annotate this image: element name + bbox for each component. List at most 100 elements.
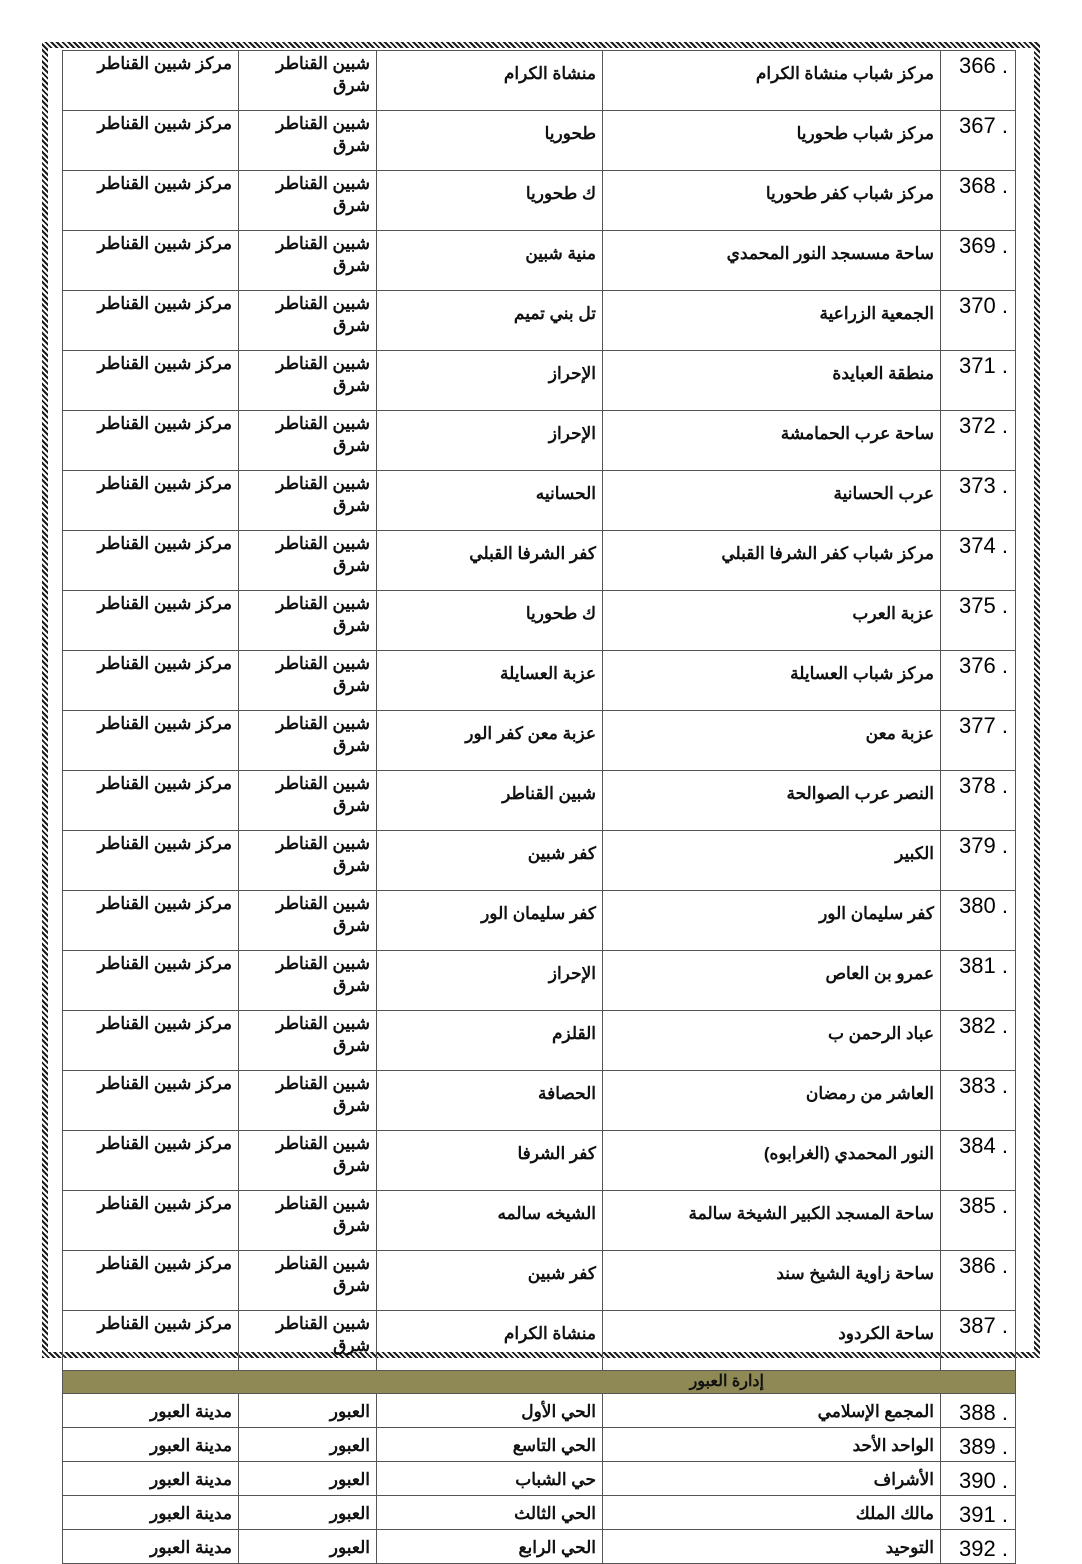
cell-admin-unit: العبور xyxy=(238,1495,377,1530)
cell-village: طحوريا xyxy=(376,110,603,171)
cell-village: الحي الرابع xyxy=(376,1529,603,1564)
cell-markaz: مركز شبين القناطر xyxy=(62,710,239,771)
table-row: 385ساحة المسجد الكبير الشيخة سالمةالشيخه… xyxy=(62,1190,1016,1251)
cell-markaz: مدينة العبور xyxy=(62,1461,239,1496)
cell-village: كفر شبين xyxy=(376,830,603,891)
cell-location-name: ساحة زاوية الشيخ سند xyxy=(602,1250,941,1311)
cell-admin-unit: شبين القناطر شرق xyxy=(238,1250,377,1311)
cell-location-name: مركز شباب كفر الشرفا القبلي xyxy=(602,530,941,591)
section-header-row: إدارة العبور xyxy=(62,1370,1016,1394)
cell-markaz: مدينة العبور xyxy=(62,1495,239,1530)
cell-row-number: 366 xyxy=(940,50,1016,111)
cell-village: الحسانيه xyxy=(376,470,603,531)
cell-markaz: مدينة العبور xyxy=(62,1529,239,1564)
cell-admin-unit: شبين القناطر شرق xyxy=(238,50,377,111)
cell-location-name: العاشر من رمضان xyxy=(602,1070,941,1131)
cell-markaz: مركز شبين القناطر xyxy=(62,410,239,471)
cell-location-name: مركز شباب منشاة الكرام xyxy=(602,50,941,111)
cell-village: كفر سليمان الور xyxy=(376,890,603,951)
cell-village: الحصافة xyxy=(376,1070,603,1131)
cell-admin-unit: شبين القناطر شرق xyxy=(238,1010,377,1071)
cell-admin-unit: شبين القناطر شرق xyxy=(238,890,377,951)
cell-admin-unit: شبين القناطر شرق xyxy=(238,830,377,891)
cell-markaz: مدينة العبور xyxy=(62,1393,239,1428)
cell-markaz: مركز شبين القناطر xyxy=(62,950,239,1011)
cell-markaz: مركز شبين القناطر xyxy=(62,890,239,951)
table-row: 384النور المحمدي (الغرابوه)كفر الشرفاشبي… xyxy=(62,1130,1016,1191)
cell-village: منية شبين xyxy=(376,230,603,291)
cell-admin-unit: شبين القناطر شرق xyxy=(238,1070,377,1131)
cell-village: الإحراز xyxy=(376,410,603,471)
cell-row-number: 384 xyxy=(940,1130,1016,1191)
cell-admin-unit: شبين القناطر شرق xyxy=(238,290,377,351)
cell-location-name: عزبة العرب xyxy=(602,590,941,651)
cell-location-name: عباد الرحمن ب xyxy=(602,1010,941,1071)
cell-row-number: 379 xyxy=(940,830,1016,891)
cell-row-number: 377 xyxy=(940,710,1016,771)
cell-location-name: النصر عرب الصوالحة xyxy=(602,770,941,831)
cell-admin-unit: شبين القناطر شرق xyxy=(238,170,377,231)
cell-row-number: 391 xyxy=(940,1495,1016,1530)
cell-row-number: 376 xyxy=(940,650,1016,711)
cell-markaz: مركز شبين القناطر xyxy=(62,1190,239,1251)
cell-village: الحي الثالث xyxy=(376,1495,603,1530)
cell-location-name: الكبير xyxy=(602,830,941,891)
cell-village: الحي الأول xyxy=(376,1393,603,1428)
cell-markaz: مركز شبين القناطر xyxy=(62,230,239,291)
cell-markaz: مركز شبين القناطر xyxy=(62,470,239,531)
cell-location-name: الواحد الأحد xyxy=(602,1427,941,1462)
cell-markaz: مركز شبين القناطر xyxy=(62,830,239,891)
cell-location-name: عزبة معن xyxy=(602,710,941,771)
cell-admin-unit: شبين القناطر شرق xyxy=(238,590,377,651)
cell-village: ك طحوريا xyxy=(376,170,603,231)
cell-admin-unit: شبين القناطر شرق xyxy=(238,1310,377,1371)
cell-markaz: مركز شبين القناطر xyxy=(62,1250,239,1311)
cell-markaz: مركز شبين القناطر xyxy=(62,1070,239,1131)
cell-row-number: 372 xyxy=(940,410,1016,471)
cell-village: حي الشباب xyxy=(376,1461,603,1496)
cell-location-name: ساحة المسجد الكبير الشيخة سالمة xyxy=(602,1190,941,1251)
cell-admin-unit: شبين القناطر شرق xyxy=(238,350,377,411)
cell-row-number: 378 xyxy=(940,770,1016,831)
cell-admin-unit: شبين القناطر شرق xyxy=(238,530,377,591)
cell-location-name: منطقة العبايدة xyxy=(602,350,941,411)
cell-markaz: مركز شبين القناطر xyxy=(62,590,239,651)
cell-admin-unit: شبين القناطر شرق xyxy=(238,770,377,831)
cell-village: القلزم xyxy=(376,1010,603,1071)
cell-location-name: عرب الحسانية xyxy=(602,470,941,531)
cell-markaz: مركز شبين القناطر xyxy=(62,650,239,711)
cell-admin-unit: العبور xyxy=(238,1461,377,1496)
cell-markaz: مركز شبين القناطر xyxy=(62,530,239,591)
cell-location-name: عمرو بن العاص xyxy=(602,950,941,1011)
cell-village: منشاة الكرام xyxy=(376,50,603,111)
cell-row-number: 389 xyxy=(940,1427,1016,1462)
cell-admin-unit: شبين القناطر شرق xyxy=(238,950,377,1011)
cell-location-name: مالك الملك xyxy=(602,1495,941,1530)
cell-location-name: ساحة عرب الحمامشة xyxy=(602,410,941,471)
cell-location-name: الأشراف xyxy=(602,1461,941,1496)
cell-row-number: 386 xyxy=(940,1250,1016,1311)
cell-markaz: مركز شبين القناطر xyxy=(62,290,239,351)
cell-markaz: مركز شبين القناطر xyxy=(62,110,239,171)
cell-markaz: مركز شبين القناطر xyxy=(62,1010,239,1071)
cell-location-name: التوحيد xyxy=(602,1529,941,1564)
cell-row-number: 387 xyxy=(940,1310,1016,1371)
cell-village: شبين القناطر xyxy=(376,770,603,831)
cell-markaz: مركز شبين القناطر xyxy=(62,1130,239,1191)
